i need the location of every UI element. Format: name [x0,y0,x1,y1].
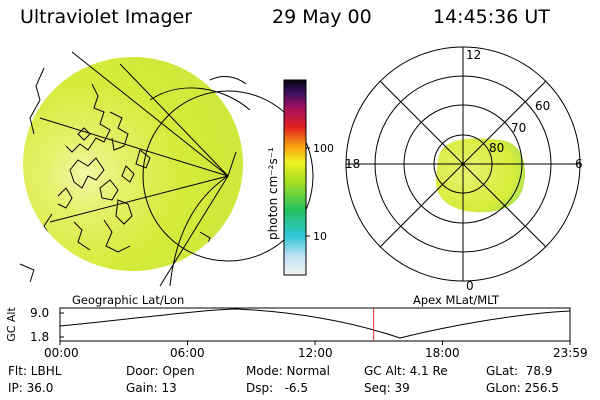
colorbar-label-10: 10 [313,230,327,243]
image-date: 29 May 00 [272,6,372,28]
mode-readout: Mode: Normal [246,364,330,378]
filter-readout: Flt: LBHL [8,364,62,378]
lat-label-70: 70 [511,121,526,135]
altitude-y-axis-label: GC Alt [4,307,18,342]
altitude-plot [59,307,571,345]
coastline-offdisk-3 [209,76,247,85]
lat-label-60: 60 [535,99,550,113]
dsp-readout: Dsp: -6.5 [246,381,309,395]
door-readout: Door: Open [126,364,195,378]
geographic-panel-title: Geographic Lat/Lon [72,293,185,307]
uv-globe-disk [23,57,243,271]
x-tick-label-2359: 23:59 [553,346,588,360]
x-tick-label-1200: 12:00 [298,346,333,360]
glon-readout: GLon: 256.5 [486,381,559,395]
apex-panel-title: Apex MLat/MLT [413,293,500,307]
coastline-offdisk [29,67,45,135]
mlt-label-0: 0 [466,279,474,293]
geographic-image-panel [19,51,314,287]
coastline-offdisk-2 [19,263,35,283]
polar-plot: 12 18 6 0 60 70 80 [345,46,583,293]
gain-readout: Gain: 13 [126,381,177,395]
x-tick-label-0600: 06:00 [170,346,205,360]
auroral-oval [435,138,525,213]
altitude-plot-frame [59,307,571,342]
mlt-line-diag2 [379,80,547,248]
lat-label-80: 80 [489,141,504,155]
x-tick-label-1800: 18:00 [425,346,460,360]
mlt-label-6: 6 [575,157,583,171]
mlt-label-12: 12 [466,48,481,62]
colorbar-label-100: 100 [313,142,334,155]
image-time: 14:45:36 UT [433,6,550,28]
altitude-curve [59,308,571,339]
altitude-y-max-label: 9.0 [30,306,50,320]
instrument-title: Ultraviolet Imager [20,6,193,28]
mlt-label-18: 18 [345,157,360,171]
glat-readout: GLat: 78.9 [486,364,553,378]
gc-alt-readout: GC Alt: 4.1 Re [364,364,448,378]
x-tick-label-0000: 00:00 [44,346,79,360]
colorbar: 100 10 photon cm⁻²s⁻¹ [266,79,334,276]
ip-readout: IP: 36.0 [8,381,54,395]
altitude-y-min-label: 1.8 [30,330,50,344]
colorbar-unit-label: photon cm⁻²s⁻¹ [266,147,280,240]
seq-readout: Seq: 39 [364,381,410,395]
geographic-grid [39,51,314,287]
colorbar-gradient [283,79,307,276]
